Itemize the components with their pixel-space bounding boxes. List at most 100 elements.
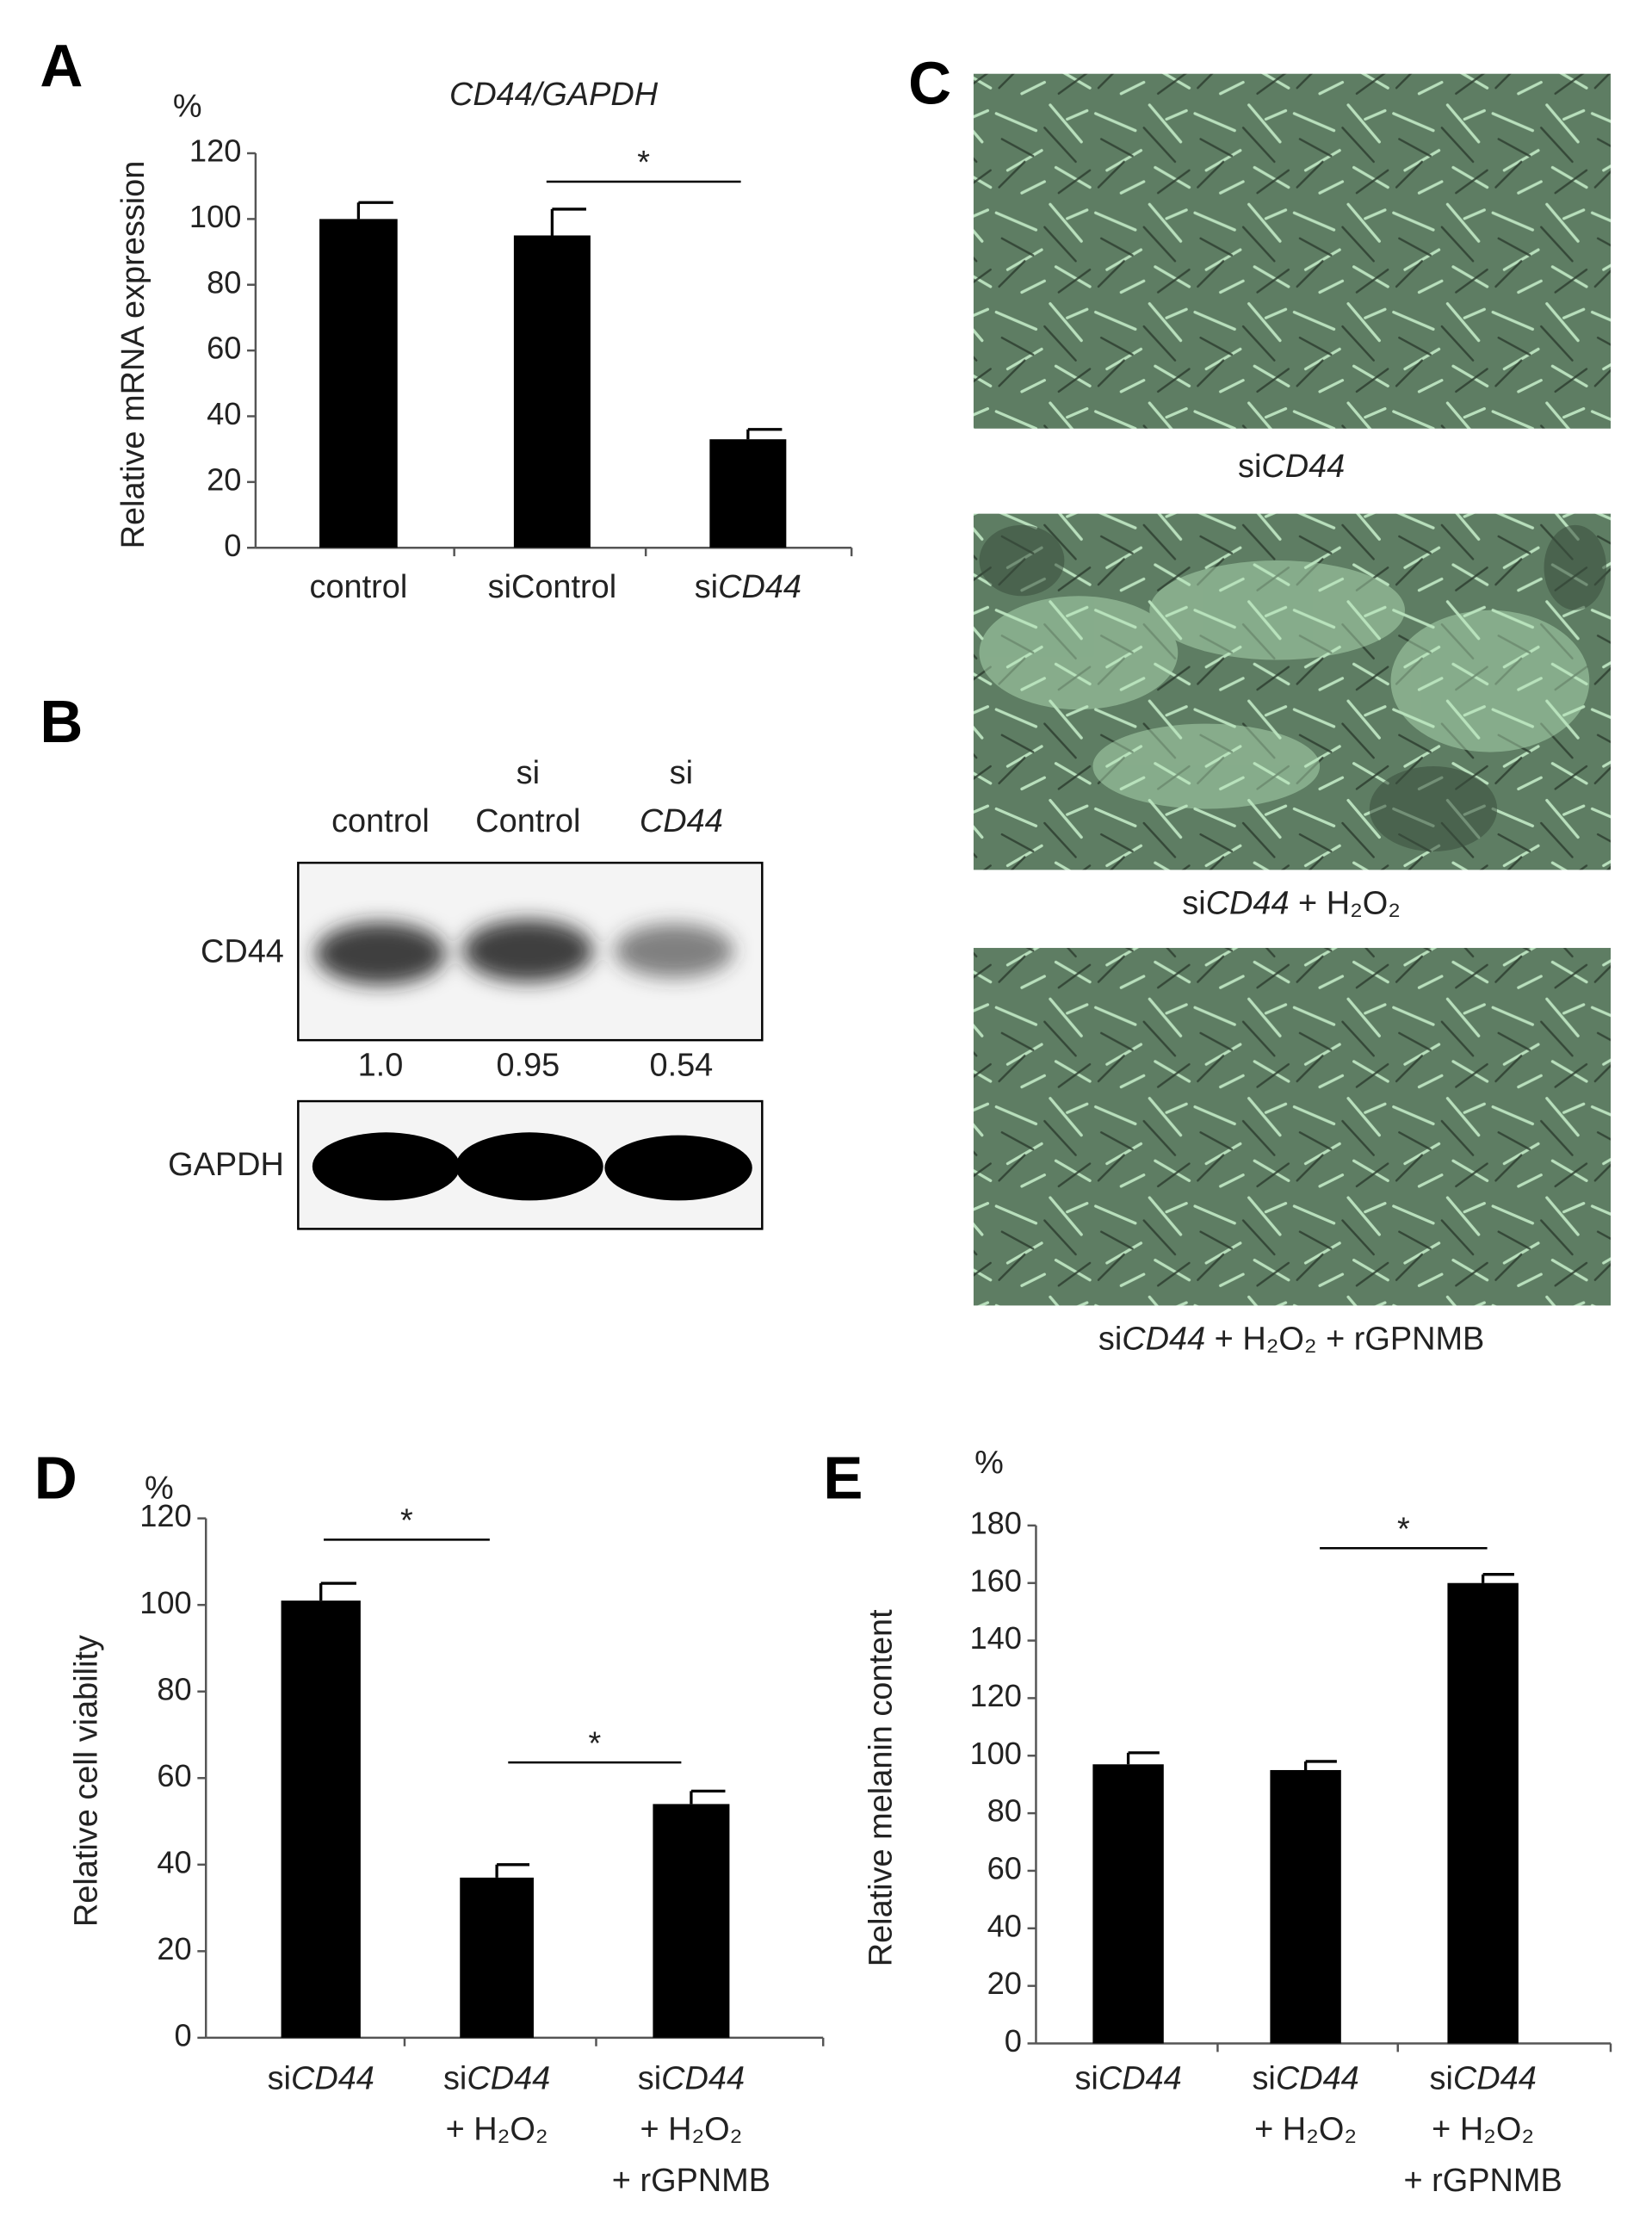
y-tick-label: 120 <box>189 133 241 169</box>
error-bar <box>690 1789 726 1805</box>
x-tick-label: + rGPNMB <box>1404 2163 1562 2199</box>
y-tick-label: 40 <box>157 1844 191 1879</box>
x-tick-label: siCD44 <box>1252 2060 1358 2096</box>
y-tick-label: 180 <box>969 1505 1021 1540</box>
y-tick-label: 0 <box>175 2017 192 2052</box>
error-bar <box>1481 1573 1514 1583</box>
panel-label: D <box>34 1445 77 1512</box>
y-tick-label: 0 <box>1005 2023 1022 2059</box>
lane-label: si <box>670 755 693 791</box>
error-bar <box>746 428 783 440</box>
empty-areas <box>979 524 1607 851</box>
bar <box>513 235 591 548</box>
band-quantification: 0.54 <box>650 1048 714 1084</box>
x-tick-label: + rGPNMB <box>612 2163 770 2199</box>
y-tick-label: 60 <box>987 1851 1022 1886</box>
band <box>604 1135 752 1201</box>
y-tick-label: 80 <box>987 1793 1022 1829</box>
y-tick-label: 80 <box>207 264 241 300</box>
micrograph <box>973 513 1611 870</box>
micrograph <box>973 73 1611 429</box>
y-unit: % <box>145 1470 174 1507</box>
band <box>462 919 594 982</box>
cell-clumps <box>979 560 1590 809</box>
western-blot: B control si Control si CD44 CD44 GAPDH 1.0 0.95… <box>40 688 764 1230</box>
band <box>312 1132 461 1201</box>
y-tick-label: 160 <box>969 1563 1021 1598</box>
significance-mark: * <box>588 1725 601 1761</box>
x-tick-label: + H₂O₂ <box>446 2112 548 2148</box>
micrograph <box>973 948 1611 1306</box>
lane-label: control <box>331 803 430 839</box>
error-bar <box>1303 1760 1337 1770</box>
y-tick-label: 40 <box>207 396 241 431</box>
x-tick-label: control <box>310 569 408 605</box>
y-tick-label: 100 <box>969 1736 1021 1771</box>
row-label: CD44 <box>201 934 284 970</box>
panel-label: E <box>823 1445 863 1512</box>
y-tick-label: 20 <box>157 1931 191 1966</box>
y-axis-label: Relative mRNA expression <box>115 161 152 549</box>
band <box>614 924 734 978</box>
x-tick-label: siCD44 <box>443 2060 550 2096</box>
y-unit: % <box>974 1445 1004 1481</box>
y-tick-label: 100 <box>189 199 241 234</box>
significance-mark: * <box>1397 1511 1410 1547</box>
lane-label: CD44 <box>640 803 723 839</box>
significance-mark: * <box>400 1503 413 1539</box>
y-axis-label: Relative melanin content <box>863 1609 899 1966</box>
bands <box>315 919 734 985</box>
y-unit: % <box>173 88 202 124</box>
y-tick-label: 140 <box>969 1620 1021 1656</box>
y-tick-label: 20 <box>207 461 241 497</box>
x-tick-label: siCD44 <box>268 2060 374 2096</box>
lane-label: Control <box>475 803 580 839</box>
x-tick-label: siCD44 <box>1430 2060 1537 2096</box>
band <box>455 1132 603 1201</box>
bands <box>312 1132 752 1201</box>
row-label: GAPDH <box>168 1147 284 1183</box>
micrographs: C siCD44 siCD44 + H₂O₂ siCD44 + H₂O₂ + rGP… <box>908 49 1611 1358</box>
error-bar <box>550 207 586 236</box>
error-bar <box>1126 1751 1160 1765</box>
y-tick-label: 120 <box>139 1498 191 1533</box>
x-tick-label: siControl <box>488 569 617 605</box>
bar <box>319 219 398 548</box>
y-tick-label: 80 <box>157 1671 191 1706</box>
y-axis-label: Relative cell viability <box>68 1635 104 1927</box>
y-tick-label: 60 <box>207 331 241 366</box>
x-tick-label: siCD44 <box>638 2060 745 2096</box>
bar-chart: E % Relative melanin content 0 20 40 60 80 100 12… <box>823 1445 1612 2199</box>
band <box>315 922 446 985</box>
band-quantification: 1.0 <box>358 1048 404 1084</box>
bar <box>709 439 787 548</box>
y-tick-label: 120 <box>969 1678 1021 1713</box>
chart-title: CD44/GAPDH <box>449 77 659 113</box>
micrograph-caption: siCD44 + H₂O₂ + rGPNMB <box>1098 1322 1484 1358</box>
x-tick-label: siCD44 <box>1074 2060 1181 2096</box>
bar <box>1270 1769 1341 2044</box>
band-quantification: 0.95 <box>496 1048 560 1084</box>
y-tick-label: 0 <box>224 528 241 563</box>
error-bar <box>319 1582 356 1601</box>
bar-chart: A CD44/GAPDH% Relative mRNA expression 0 20 4… <box>40 33 853 605</box>
bar <box>1092 1764 1164 2044</box>
x-tick-label: + H₂O₂ <box>1432 2112 1534 2148</box>
panel-label: C <box>908 49 951 116</box>
micrograph-caption: siCD44 <box>1238 449 1345 485</box>
micrograph-caption: siCD44 + H₂O₂ <box>1182 886 1401 922</box>
bar <box>653 1804 730 2038</box>
panel-label: A <box>40 33 83 100</box>
y-tick-label: 20 <box>987 1966 1022 2001</box>
error-bar <box>356 201 393 220</box>
x-tick-label: + H₂O₂ <box>640 2112 742 2148</box>
panel-label: B <box>40 688 83 755</box>
y-tick-label: 100 <box>139 1585 191 1620</box>
y-tick-label: 40 <box>987 1908 1022 1943</box>
lane-label: si <box>517 755 540 791</box>
x-tick-label: siCD44 <box>695 569 801 605</box>
bar <box>1447 1582 1519 2044</box>
bar <box>460 1877 534 2038</box>
bar <box>281 1600 361 2038</box>
